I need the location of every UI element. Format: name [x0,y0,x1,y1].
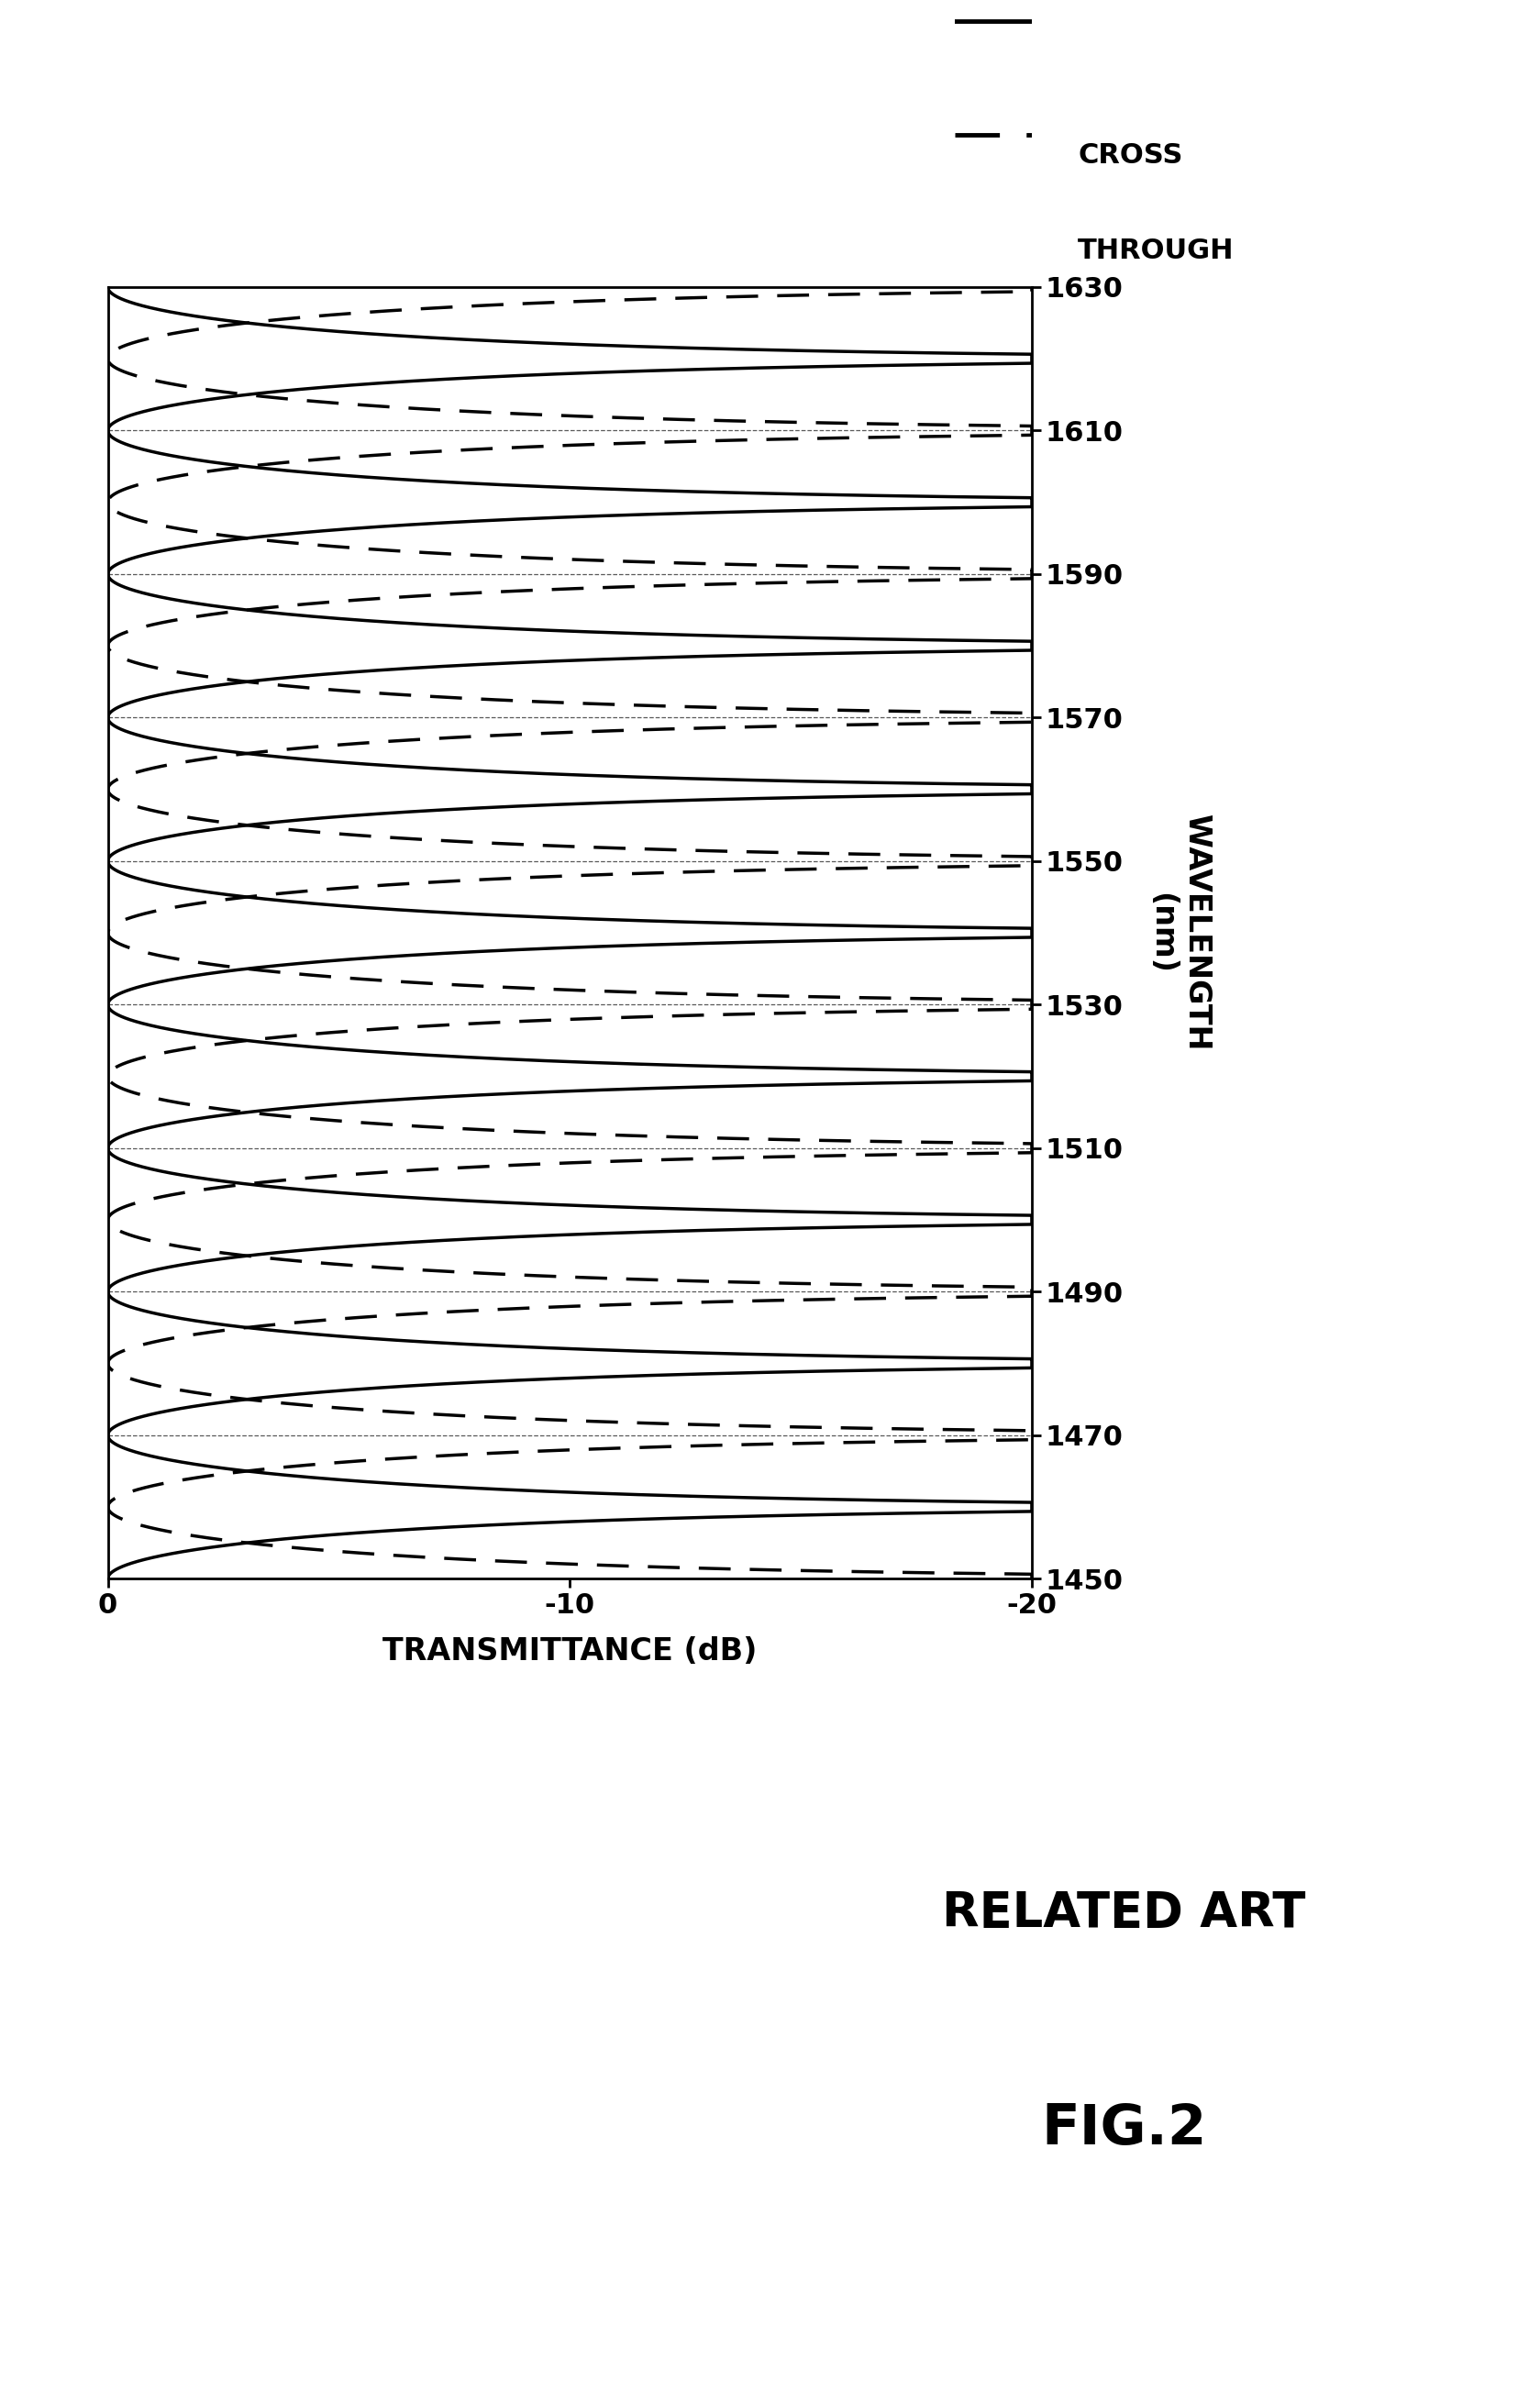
Text: THROUGH: THROUGH [1078,237,1235,266]
Y-axis label: WAVELENGTH
(nm): WAVELENGTH (nm) [1146,816,1212,1050]
Text: CROSS: CROSS [1078,141,1183,170]
Text: RELATED ART: RELATED ART [942,1890,1306,1938]
Text: FIG.2: FIG.2 [1041,2103,1207,2155]
X-axis label: TRANSMITTANCE (dB): TRANSMITTANCE (dB) [382,1636,758,1667]
